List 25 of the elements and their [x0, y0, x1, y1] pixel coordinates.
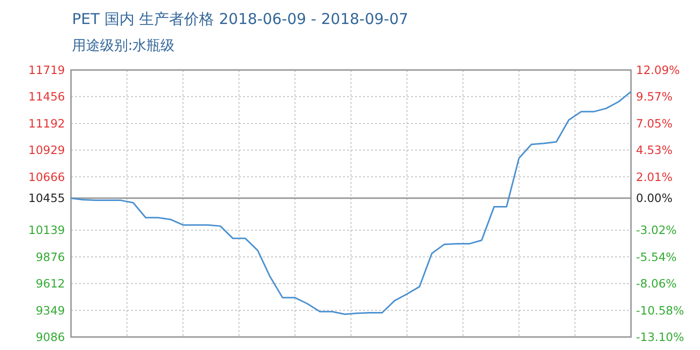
y-tick-label: 9876: [36, 250, 65, 264]
y-tick-label: 11192: [28, 116, 65, 130]
y2-tick-label: 4.53%: [636, 143, 673, 158]
y2-tick-label: -13.10%: [636, 330, 684, 344]
chart-title: PET 国内 生产者价格 2018-06-09 - 2018-09-07: [72, 10, 408, 28]
y2-tick-label: 0.00%: [636, 191, 673, 206]
y2-tick-label: -8.06%: [636, 276, 677, 291]
y2-tick-label: 2.01%: [636, 170, 673, 184]
y-tick-label: 9612: [36, 276, 65, 291]
y2-tick-label: 12.09%: [636, 63, 680, 77]
y2-tick-label: -5.54%: [636, 250, 677, 264]
y-tick-label: 10139: [28, 223, 65, 238]
y-tick-label: 10455: [28, 191, 65, 206]
y2-tick-label: 9.57%: [636, 90, 673, 104]
y-tick-label: 9086: [36, 330, 65, 344]
y-tick-label: 9349: [36, 303, 65, 318]
y-tick-label: 10666: [28, 170, 65, 184]
y-tick-label: 10929: [28, 143, 65, 158]
y2-tick-label: -3.02%: [636, 223, 677, 238]
y-tick-label: 11719: [28, 63, 65, 77]
y2-tick-label: 7.05%: [636, 116, 673, 130]
y-tick-label: 11456: [28, 90, 65, 104]
y2-tick-label: -10.58%: [636, 303, 684, 318]
chart-subtitle: 用途级别:水瓶级: [72, 38, 175, 54]
line-series: [70, 90, 632, 316]
